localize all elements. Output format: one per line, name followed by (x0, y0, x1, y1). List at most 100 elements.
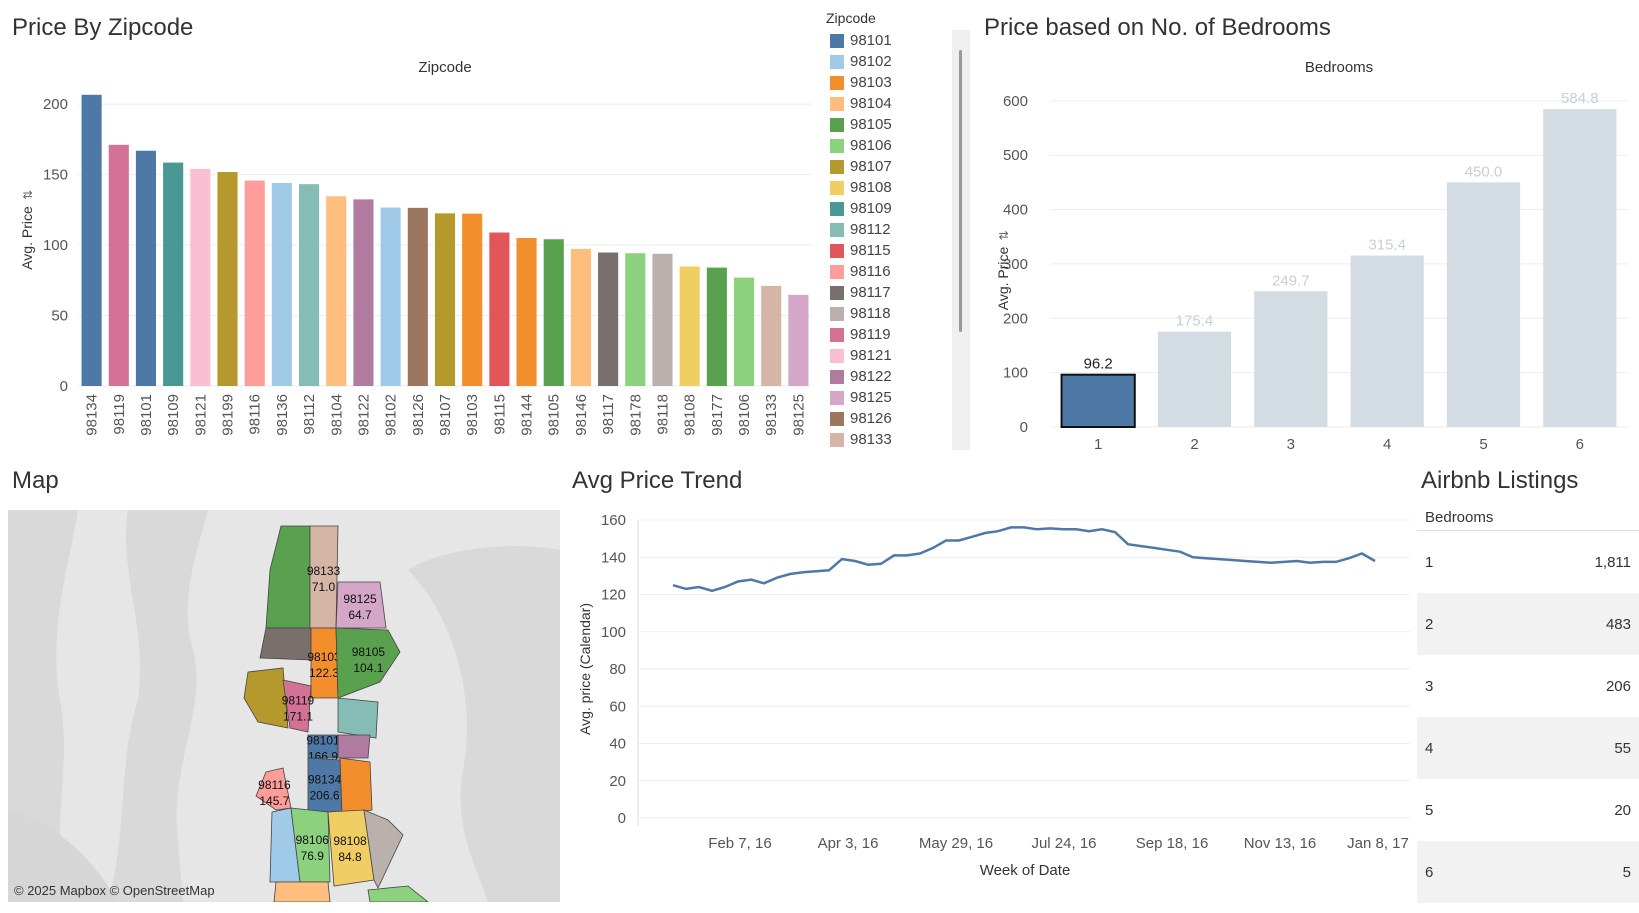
zipcode-bar[interactable] (163, 162, 184, 386)
zipcode-x-tick: 98121 (192, 394, 209, 436)
bedrooms-bar[interactable] (1157, 331, 1232, 427)
table-row[interactable]: 1 1,811 (1417, 531, 1639, 593)
zipcode-x-tick: 98177 (709, 394, 726, 436)
table-row[interactable]: 5 20 (1417, 779, 1639, 841)
zipcode-bar[interactable] (462, 213, 483, 386)
map-zip-region[interactable] (335, 627, 401, 699)
legend-item[interactable]: 98104 (822, 93, 952, 114)
legend-item[interactable]: 98102 (822, 51, 952, 72)
zipcode-bar[interactable] (761, 285, 782, 386)
zipcode-bar[interactable] (299, 184, 320, 386)
legend-swatch (830, 54, 844, 69)
legend-item[interactable]: 98133 (822, 429, 952, 450)
legend-item[interactable]: 98119 (822, 324, 952, 345)
legend-label: 98109 (850, 200, 892, 217)
legend-item[interactable]: 98107 (822, 156, 952, 177)
zipcode-bar[interactable] (135, 150, 157, 386)
legend-item[interactable]: 98126 (822, 408, 952, 429)
map-canvas[interactable]: 98133 71.0 98125 64.7 98103 122.3 98105 104.1 98… (8, 510, 560, 902)
map-zip-region[interactable] (265, 525, 311, 629)
trend-y-tick: 100 (601, 624, 626, 641)
bedrooms-bar[interactable] (1446, 182, 1521, 427)
bedrooms-data-label: 175.4 (1176, 313, 1214, 330)
zipcode-bar[interactable] (407, 207, 428, 386)
zipcode-bar[interactable] (434, 213, 456, 386)
table-row[interactable]: 4 55 (1417, 717, 1639, 779)
map-zip-region[interactable] (337, 697, 379, 739)
zipcode-bar[interactable] (598, 252, 619, 386)
map-zip-label: 98103 (307, 650, 341, 664)
map-zip-region[interactable] (363, 809, 404, 889)
zipcode-map[interactable]: 98133 71.0 98125 64.7 98103 122.3 98105 104.1 98… (8, 510, 560, 902)
legend-item[interactable]: 98112 (822, 219, 952, 240)
map-zip-region[interactable] (339, 757, 373, 815)
zipcode-bar[interactable] (570, 248, 591, 386)
zipcode-bar[interactable] (217, 172, 238, 386)
table-cell-count: 483 (1605, 615, 1631, 633)
map-zip-region[interactable] (290, 807, 331, 883)
table-row[interactable]: 3 206 (1417, 655, 1639, 717)
legend-item[interactable]: 98103 (822, 72, 952, 93)
legend-item[interactable]: 98117 (822, 282, 952, 303)
legend-item[interactable]: 98115 (822, 240, 952, 261)
legend-item[interactable]: 98122 (822, 366, 952, 387)
zipcode-legend: Zipcode 98101 98102 98103 98104 98105 98106 98… (822, 8, 952, 450)
zipcode-x-tick: 98134 (84, 394, 101, 436)
legend-scrollbar[interactable] (952, 30, 970, 450)
map-zip-region[interactable] (335, 581, 387, 629)
zipcode-x-tick: 98178 (627, 394, 644, 436)
zipcode-bar[interactable] (271, 183, 292, 386)
zipcode-x-tick: 98109 (165, 394, 182, 436)
zipcode-bar[interactable] (625, 253, 646, 386)
legend-label: 98115 (850, 242, 891, 259)
legend-swatch (830, 327, 844, 342)
map-zip-label: 98106 (296, 833, 330, 847)
zipcode-bar[interactable] (353, 199, 374, 386)
zipcode-bar[interactable] (679, 266, 700, 386)
sort-icon[interactable]: ⇅ (21, 190, 35, 200)
trend-x-tick: May 29, 16 (919, 835, 993, 852)
zipcode-bar[interactable] (489, 232, 510, 386)
map-zip-region[interactable] (243, 667, 289, 729)
zipcode-bar[interactable] (81, 94, 102, 386)
legend-item[interactable]: 98105 (822, 114, 952, 135)
map-zip-region[interactable] (337, 734, 371, 759)
zipcode-bar[interactable] (190, 168, 211, 386)
zipcode-bar[interactable] (244, 180, 265, 386)
zipcode-bar[interactable] (788, 294, 809, 386)
scrollbar-thumb[interactable] (959, 50, 962, 332)
bedrooms-bar-chart: Bedrooms 0 100 200 300 400 500 600 Avg. Price ⇅ 96… (995, 59, 1628, 450)
legend-item[interactable]: 98125 (822, 387, 952, 408)
bedrooms-bar[interactable] (1254, 291, 1328, 427)
legend-item[interactable]: 98106 (822, 135, 952, 156)
map-zip-region[interactable] (282, 679, 312, 733)
sort-icon[interactable]: ⇅ (997, 230, 1011, 240)
legend-item[interactable]: 98109 (822, 198, 952, 219)
table-row[interactable]: 2 483 (1417, 593, 1639, 655)
legend-item[interactable]: 98116 (822, 261, 952, 282)
map-regions[interactable]: 98133 71.0 98125 64.7 98103 122.3 98105 104.1 98… (243, 525, 429, 902)
map-zip-region[interactable] (367, 885, 429, 902)
legend-item[interactable]: 98101 (822, 30, 952, 51)
bedrooms-bar[interactable] (1350, 255, 1424, 427)
map-zip-region[interactable] (259, 627, 312, 661)
trend-line[interactable] (672, 526, 1376, 593)
zipcode-bar[interactable] (108, 144, 129, 386)
map-zip-region[interactable] (255, 767, 292, 811)
zipcode-bar[interactable] (380, 207, 401, 386)
trend-x-tick: Sep 18, 16 (1136, 835, 1209, 852)
legend-item[interactable]: 98118 (822, 303, 952, 324)
bedrooms-bar[interactable] (1543, 109, 1617, 427)
zipcode-bar[interactable] (326, 196, 347, 386)
legend-item[interactable]: 98108 (822, 177, 952, 198)
legend-item[interactable]: 98121 (822, 345, 952, 366)
legend-swatch (830, 285, 844, 300)
map-zip-region[interactable] (273, 881, 331, 902)
zipcode-bar[interactable] (706, 267, 727, 386)
zipcode-bar[interactable] (652, 253, 673, 386)
zipcode-bar[interactable] (543, 239, 564, 386)
bedrooms-bar[interactable] (1060, 373, 1136, 428)
zipcode-bar[interactable] (733, 277, 755, 386)
zipcode-bar[interactable] (516, 238, 537, 386)
